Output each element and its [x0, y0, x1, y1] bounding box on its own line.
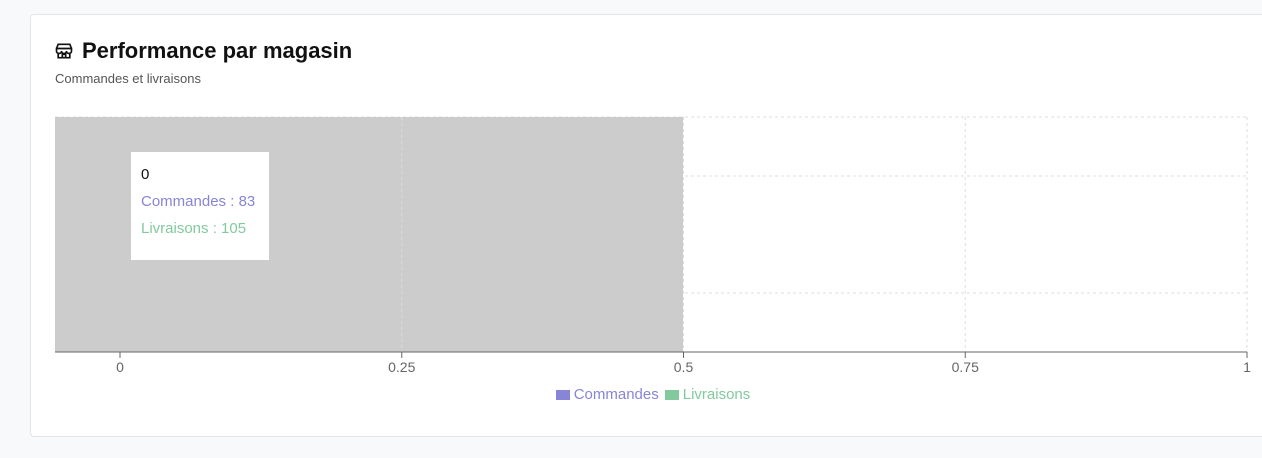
- legend-label: Commandes: [573, 386, 659, 403]
- card-title: Performance par magasin: [82, 38, 353, 63]
- separator: :: [226, 193, 239, 210]
- x-tick-label: 0.25: [388, 359, 415, 375]
- tooltip-label: 0: [141, 166, 150, 183]
- x-tick-label: 1: [1243, 359, 1251, 375]
- x-tick-label: 0.75: [952, 359, 979, 375]
- x-tick-label: 0: [116, 359, 124, 375]
- x-tick-label: 0.5: [674, 359, 694, 375]
- tooltip-item: Livraisons : 105: [141, 220, 259, 237]
- series-name: Livraisons: [141, 220, 209, 237]
- legend-label: Livraisons: [682, 386, 751, 403]
- card-subtitle: Commandes et livraisons: [55, 71, 201, 86]
- tooltip-item: Commandes : 83: [141, 193, 259, 210]
- legend-swatch: [555, 390, 570, 401]
- tooltip-items: Commandes : 83 Livraisons : 105: [141, 193, 259, 237]
- series-value: 105: [221, 220, 247, 237]
- separator: :: [208, 220, 222, 237]
- card-header: Performance par magasin: [54, 38, 352, 64]
- legend: Commandes Livraisons: [0, 386, 1262, 403]
- series-value: 83: [238, 193, 256, 210]
- tooltip: 0 Commandes : 83 Livraisons : 105: [131, 152, 269, 260]
- store-icon: [55, 43, 73, 59]
- legend-swatch: [664, 390, 679, 401]
- series-name: Commandes: [141, 193, 227, 210]
